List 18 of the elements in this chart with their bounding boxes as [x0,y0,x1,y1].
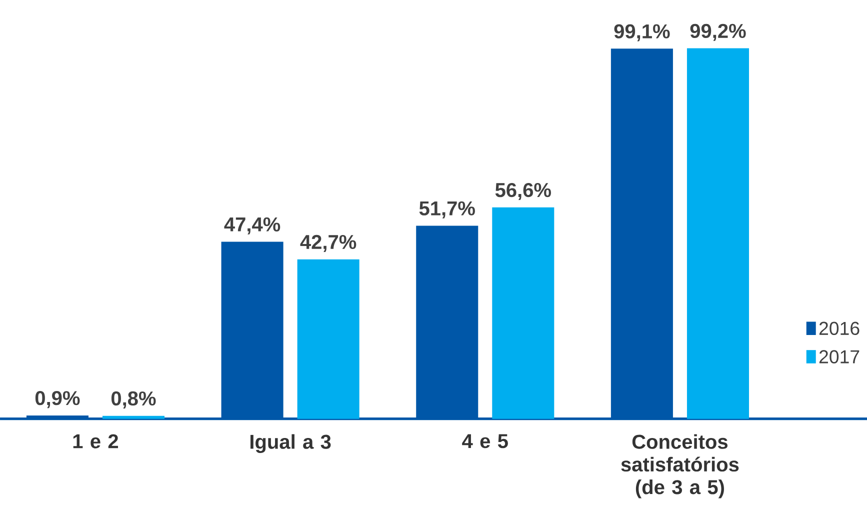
data-label: 0,8% [111,391,156,408]
x-tick-label: Conceitos satisfatórios (de 3 a 5) [621,434,739,498]
data-label: 42,7% [300,234,356,252]
bar [297,259,360,419]
data-label: 99,1% [614,24,670,42]
data-label: 0,9% [35,390,80,408]
bar [686,48,749,419]
data-label: 51,7% [419,201,475,218]
data-label: 99,2% [690,24,746,41]
legend-label: 2016 [819,322,860,335]
x-tick-label: Igual a 3 [250,434,331,453]
data-label: 47,4% [224,217,280,234]
x-tick-label: 1 e 2 [73,434,118,448]
bar [102,416,164,419]
x-tick-label: 4 e 5 [462,434,508,448]
legend-label: 2017 [819,350,860,364]
data-label: 56,6% [495,182,551,200]
bar [492,207,554,419]
